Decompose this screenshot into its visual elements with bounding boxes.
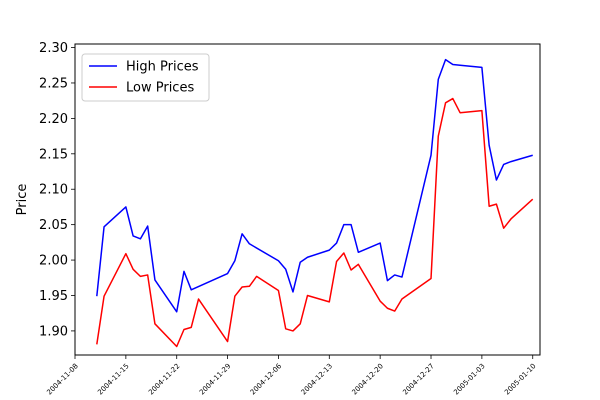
- x-axis: 2004-11-08 2004-11-15 2004-11-22 2004-11-29…: [45, 355, 538, 397]
- y-axis-label: Price: [15, 184, 30, 216]
- series-line-high-prices: [96, 58, 533, 313]
- y-axis: 1.90 1.95 2.00 2.05 2.10 2.15 2.20 2.25 2.30: [39, 41, 75, 339]
- x-tick-label: 2004-12-06: [249, 362, 284, 397]
- y-tick-label: 2.10: [39, 183, 68, 198]
- y-tick-label: 2.15: [39, 147, 68, 162]
- x-tick-label: 2004-11-15: [96, 362, 130, 396]
- series-line-low-prices: [96, 97, 534, 348]
- y-tick-label: 1.90: [39, 324, 68, 339]
- legend: High Prices Low Prices: [81, 53, 210, 102]
- plot-frame: [74, 43, 541, 356]
- x-tick-label: 2004-11-08: [45, 362, 79, 396]
- x-tick-label: 2005-01-10: [503, 362, 537, 396]
- x-tick-label: 2004-12-20: [351, 362, 385, 396]
- x-tick-label: 2004-11-22: [147, 362, 181, 396]
- y-tick-label: 1.95: [39, 289, 68, 304]
- y-tick-label: 2.00: [39, 254, 68, 269]
- legend-label: Low Prices: [126, 81, 194, 96]
- y-tick-label: 2.05: [39, 218, 68, 233]
- series-layer: [96, 58, 534, 348]
- x-tick-label: 2004-12-27: [401, 362, 435, 396]
- y-tick-label: 2.20: [39, 112, 68, 127]
- legend-label: High Prices: [126, 60, 199, 75]
- x-tick-label: 2004-11-29: [198, 362, 232, 396]
- x-tick-label: 2005-01-03: [452, 362, 486, 396]
- y-tick-label: 2.25: [39, 76, 68, 91]
- y-tick-label: 2.30: [39, 41, 68, 56]
- x-tick-label: 2004-12-13: [300, 362, 334, 396]
